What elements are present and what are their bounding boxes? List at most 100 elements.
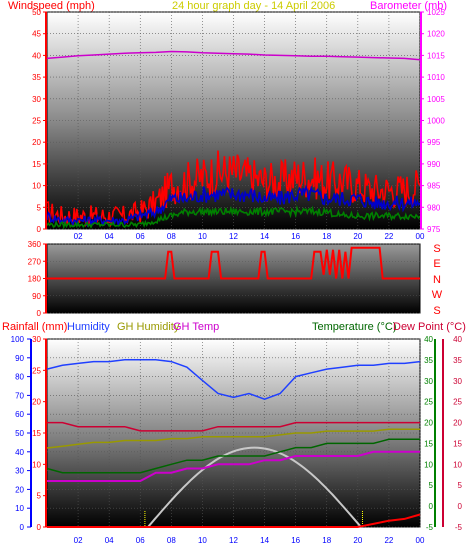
dew-point-tick-label: 25 bbox=[453, 398, 462, 407]
barometer-right-tick-label: 1005 bbox=[427, 95, 445, 104]
barometer-axis-label: Barometer (mb) bbox=[370, 0, 447, 12]
temperature-tick-label: 30 bbox=[424, 377, 433, 386]
wind-x-tick-label: 10 bbox=[198, 232, 207, 241]
wind-x-tick-label: 22 bbox=[384, 232, 393, 241]
compass-label: S bbox=[433, 243, 440, 255]
temperature-tick-label: 35 bbox=[424, 356, 433, 365]
barometer-right-tick-label: 1000 bbox=[427, 117, 445, 126]
climate-x-tick-label: 18 bbox=[322, 536, 331, 545]
rainfall-line bbox=[47, 513, 421, 528]
dew-point-tick-label: 15 bbox=[453, 439, 462, 448]
humidity-tick-label: 100 bbox=[11, 335, 25, 344]
rainfall-tick-label: 10 bbox=[32, 460, 41, 469]
wind-x-tick-label: 12 bbox=[229, 232, 238, 241]
climate-x-tick-label: 12 bbox=[229, 536, 238, 545]
legend-humidity: Humidity bbox=[67, 321, 110, 333]
wind-x-tick-label: 08 bbox=[167, 232, 176, 241]
temperature-tick-label: 40 bbox=[424, 335, 433, 344]
temperature-tick-label: 5 bbox=[429, 481, 434, 490]
wind-left-tick-label: 30 bbox=[32, 95, 41, 104]
climate-x-tick-label: 20 bbox=[353, 536, 362, 545]
dew-point-tick-label: 40 bbox=[453, 335, 462, 344]
gh-humidity-line bbox=[46, 428, 420, 449]
climate-x-tick-label: 10 bbox=[198, 536, 207, 545]
wind-left-tick-label: 5 bbox=[37, 203, 42, 212]
dew-point-line bbox=[47, 421, 420, 432]
wind-left-tick-label: 20 bbox=[32, 138, 41, 147]
wind-x-tick-label: 14 bbox=[260, 232, 269, 241]
wind-left-tick-label: 45 bbox=[32, 30, 41, 39]
legend-gh-humidity: GH Humidity bbox=[117, 321, 180, 333]
dew-point-tick-label: 0 bbox=[458, 502, 463, 511]
wind-x-tick-label: 20 bbox=[353, 232, 362, 241]
legend-temperature: Temperature (°C) bbox=[312, 321, 396, 333]
climate-x-tick-label: 04 bbox=[105, 536, 114, 545]
wind-left-tick-label: 25 bbox=[32, 117, 41, 126]
direction-left-tick-label: 90 bbox=[32, 292, 41, 301]
dew-point-tick-label: 30 bbox=[453, 377, 462, 386]
direction-left-tick-label: 270 bbox=[28, 257, 42, 266]
temperature-tick-label: 25 bbox=[424, 398, 433, 407]
climate-x-tick-label: 16 bbox=[291, 536, 300, 545]
climate-x-tick-label: 22 bbox=[384, 536, 393, 545]
barometer-right-tick-label: 975 bbox=[427, 225, 441, 234]
wind-x-tick-label: 18 bbox=[322, 232, 331, 241]
direction-left-tick-label: 0 bbox=[37, 309, 42, 318]
rainfall-tick-label: 5 bbox=[37, 492, 42, 501]
rainfall-tick-label: 20 bbox=[32, 398, 41, 407]
humidity-tick-label: 30 bbox=[15, 467, 24, 476]
barometer-right-tick-label: 1010 bbox=[427, 73, 445, 82]
wind-left-tick-label: 15 bbox=[32, 160, 41, 169]
legend-rainfall: Rainfall (mm) bbox=[2, 321, 67, 333]
solar-curve bbox=[147, 446, 362, 528]
dew-point-tick-label: 35 bbox=[453, 356, 462, 365]
rainfall-tick-label: 0 bbox=[37, 523, 42, 532]
climate-x-tick-label: 14 bbox=[260, 536, 269, 545]
barometer-right-tick-label: 1015 bbox=[427, 51, 445, 60]
dew-point-tick-label: 5 bbox=[458, 481, 463, 490]
wind-x-tick-label: 04 bbox=[105, 232, 114, 241]
direction-left-tick-label: 360 bbox=[28, 240, 42, 249]
rainfall-tick-label: 30 bbox=[32, 335, 41, 344]
temperature-tick-label: 0 bbox=[429, 502, 434, 511]
wind-left-tick-label: 10 bbox=[32, 182, 41, 191]
wind-low-line bbox=[46, 204, 421, 230]
dew-point-tick-label: -5 bbox=[455, 523, 463, 532]
climate-x-tick-label: 00 bbox=[416, 536, 425, 545]
barometer-right-tick-label: 995 bbox=[427, 138, 441, 147]
temperature-tick-label: 10 bbox=[424, 460, 433, 469]
humidity-tick-label: 10 bbox=[15, 504, 24, 513]
compass-label: N bbox=[433, 274, 441, 286]
wind-x-tick-label: 00 bbox=[416, 232, 425, 241]
temperature-line bbox=[46, 438, 420, 474]
humidity-tick-label: 20 bbox=[15, 485, 24, 494]
dew-point-tick-label: 20 bbox=[453, 419, 462, 428]
humidity-tick-label: 70 bbox=[15, 391, 24, 400]
wind-left-tick-label: 0 bbox=[37, 225, 42, 234]
wind-left-tick-label: 50 bbox=[32, 8, 41, 17]
temperature-tick-label: 20 bbox=[424, 419, 433, 428]
compass-label: E bbox=[433, 258, 440, 270]
humidity-tick-label: 60 bbox=[15, 410, 24, 419]
barometer-line bbox=[46, 50, 421, 61]
wind-mid-line bbox=[46, 184, 421, 229]
rainfall-tick-label: 15 bbox=[32, 429, 41, 438]
wind-x-tick-label: 02 bbox=[74, 232, 83, 241]
wind-series bbox=[46, 50, 421, 230]
wind-x-tick-label: 06 bbox=[136, 232, 145, 241]
windspeed-line bbox=[46, 150, 421, 229]
wind-left-tick-label: 40 bbox=[32, 51, 41, 60]
legend-gh-temp: GH Temp bbox=[173, 321, 219, 333]
legend-dew-point: Dew Point (°C) bbox=[393, 321, 466, 333]
compass-label: S bbox=[433, 305, 440, 317]
gh-temp-line bbox=[47, 450, 420, 482]
direction-left-tick-label: 180 bbox=[28, 275, 42, 284]
dew-point-tick-label: 10 bbox=[453, 460, 462, 469]
humidity-tick-label: 80 bbox=[15, 373, 24, 382]
compass-label: W bbox=[432, 289, 443, 301]
climate-x-tick-label: 06 bbox=[136, 536, 145, 545]
wind-left-tick-label: 35 bbox=[32, 73, 41, 82]
